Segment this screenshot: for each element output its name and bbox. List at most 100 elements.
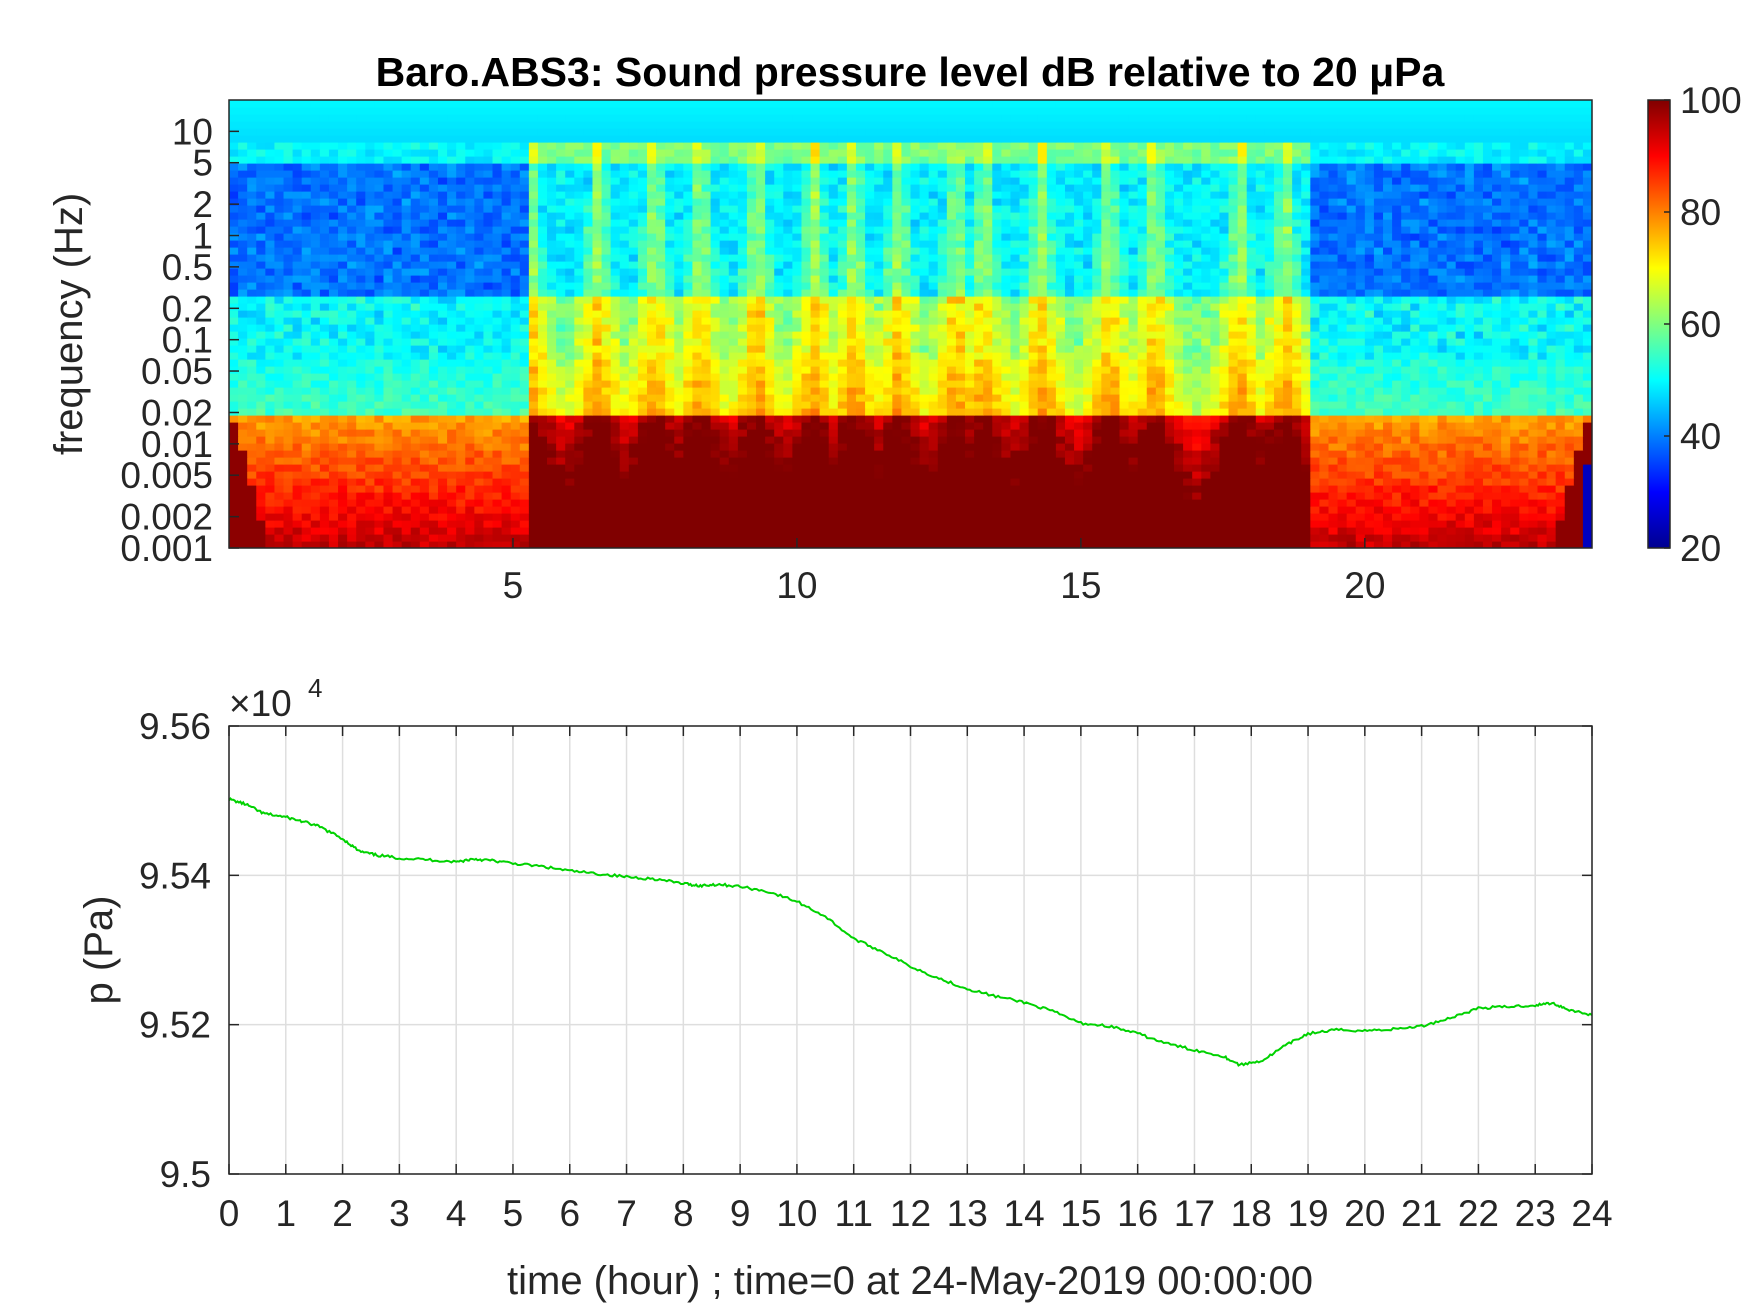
spectrogram-cell	[819, 450, 830, 458]
spectrogram-cell	[674, 471, 684, 479]
spectrogram-cell	[828, 359, 839, 367]
spectrogram-cell	[1037, 429, 1048, 437]
spectrogram-cell	[846, 352, 857, 360]
spectrogram-cell	[665, 331, 675, 339]
spectrogram-cell	[1237, 450, 1248, 458]
spectrogram-cell	[774, 415, 784, 423]
spectrogram-cell	[465, 471, 475, 479]
spectrogram-cell	[819, 359, 830, 367]
spectrogram-cell	[983, 380, 993, 388]
spectrogram-cell	[665, 324, 675, 332]
spectrogram-cell	[1246, 450, 1257, 458]
spectrogram-cell	[1492, 464, 1502, 472]
spectrogram-cell	[547, 485, 557, 493]
spectrogram-cell	[1083, 457, 1093, 465]
spectrogram-cell	[528, 394, 539, 402]
spectrogram-cell	[1455, 366, 1466, 374]
spectrogram-cell	[1183, 331, 1193, 339]
spectrogram-cell	[665, 478, 675, 486]
spectrogram-cell	[292, 443, 303, 451]
spectrogram-cell	[428, 464, 439, 472]
spectrogram-cell	[374, 429, 385, 437]
spectrogram-cell	[1255, 450, 1266, 458]
spectrogram-cell	[238, 422, 248, 430]
spectrogram-cell	[401, 527, 412, 535]
spectrogram-cell	[1219, 401, 1230, 409]
spectrogram-cell	[1083, 394, 1093, 402]
spectrogram-cell	[774, 450, 784, 458]
spectrogram-cell	[1519, 422, 1529, 430]
spectrogram-cell	[983, 513, 993, 521]
spectrogram-cell	[1419, 366, 1430, 374]
spectrogram-cell	[1546, 373, 1557, 381]
spectrogram-cell	[392, 394, 403, 402]
spectrogram-cell	[1319, 345, 1330, 353]
spectrogram-cell	[1482, 485, 1493, 493]
spectrogram-cell	[465, 380, 475, 388]
spectrogram-cell	[1055, 429, 1066, 437]
spectrogram-cell	[1546, 450, 1557, 458]
spectrogram-cell	[1237, 457, 1248, 465]
spectrogram-cell	[419, 331, 430, 339]
spectrogram-cell	[556, 394, 566, 402]
spectrogram-cell	[837, 317, 848, 325]
spectrogram-cell	[1319, 443, 1330, 451]
spectrogram-cell	[229, 534, 239, 542]
spectrogram-cell	[247, 499, 257, 507]
spectrogram-cell	[765, 359, 775, 367]
spectrogram-cell	[619, 331, 630, 339]
spectrogram-cell	[1074, 499, 1084, 507]
spectrogram-cell	[1064, 387, 1075, 395]
spectrogram-cell	[1246, 401, 1257, 409]
spectrogram-cell	[837, 415, 848, 423]
spectrogram-cell	[474, 513, 485, 521]
spectrogram-cell	[946, 359, 957, 367]
spectrogram-cell	[1492, 331, 1502, 339]
spectrogram-cell	[1482, 366, 1493, 374]
spectrogram-cell	[465, 422, 475, 430]
spectrogram-cell	[1101, 499, 1112, 507]
spectrogram-cell	[883, 506, 893, 514]
spectrogram-cell	[1401, 520, 1411, 528]
spectrogram-cell	[1183, 464, 1193, 472]
spectrogram-cell	[1001, 422, 1012, 430]
spectrogram-cell	[1210, 331, 1221, 339]
spectrogram-cell	[937, 352, 948, 360]
spectrogram-cell	[1319, 394, 1330, 402]
spectrogram-cell	[283, 338, 294, 346]
spectrogram-cell	[628, 506, 639, 514]
spectrogram-cell	[1128, 324, 1139, 332]
spectrogram-cell	[610, 506, 621, 514]
spectrogram-cell	[1183, 499, 1193, 507]
spectrogram-cell	[1101, 520, 1112, 528]
spectrogram-cell	[901, 436, 912, 444]
spectrogram-cell	[1137, 499, 1148, 507]
spectrogram-cell	[928, 443, 939, 451]
spectrogram-cell	[883, 450, 893, 458]
spectrogram-cell	[283, 506, 294, 514]
spectrogram-cell	[1064, 534, 1075, 542]
spectrogram-cell	[619, 310, 630, 318]
spectrogram-cell	[992, 429, 1002, 437]
spectrogram-cell	[819, 401, 830, 409]
spectrogram-cell	[338, 450, 348, 458]
spectrogram-cell	[656, 345, 666, 353]
spectrogram-cell	[1001, 415, 1012, 423]
spectrogram-cell	[1410, 464, 1420, 472]
spectrogram-cell	[1074, 415, 1084, 423]
spectrogram-cell	[565, 310, 575, 318]
spectrogram-cell	[483, 387, 494, 395]
spectrogram-cell	[1264, 380, 1275, 388]
spectrogram-cell	[1364, 471, 1375, 479]
spectrogram-cell	[256, 310, 266, 318]
spectrogram-cell	[1273, 422, 1284, 430]
spectrogram-cell	[919, 513, 930, 521]
spectrogram-cell	[456, 478, 466, 486]
spectrogram-cell	[919, 443, 930, 451]
spectrogram-cell	[1392, 506, 1402, 514]
spectrogram-cell	[692, 450, 703, 458]
spectrogram-cell	[846, 394, 857, 402]
spectrogram-cell	[619, 457, 630, 465]
spectrogram-cell	[319, 401, 330, 409]
spectrogram-cell	[783, 366, 793, 374]
